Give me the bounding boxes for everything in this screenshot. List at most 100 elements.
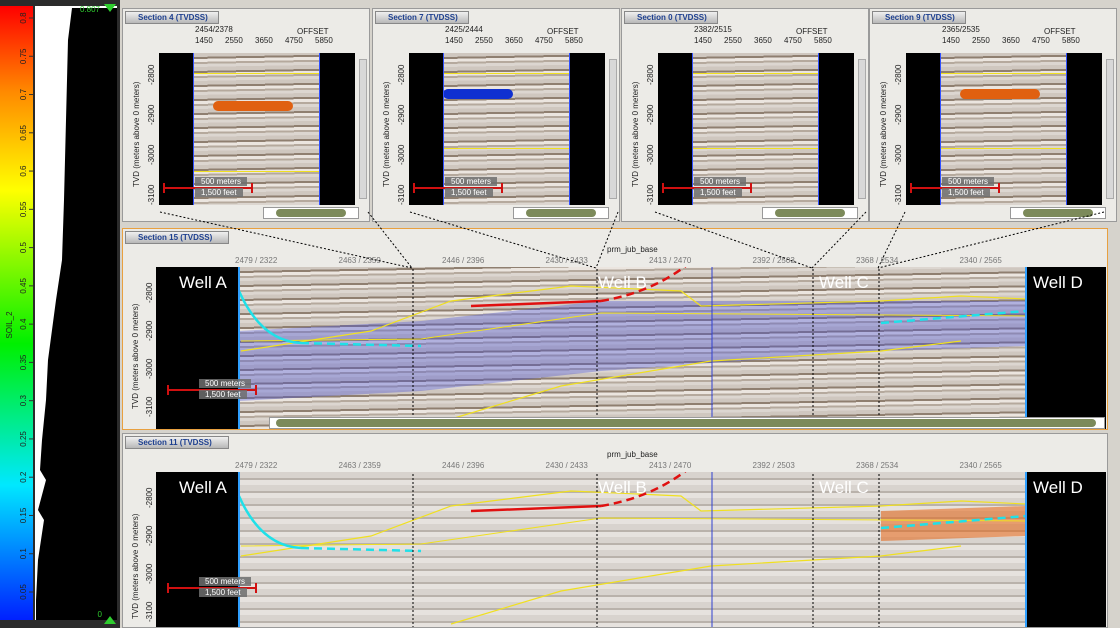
vertical-slider[interactable] [858, 59, 866, 199]
trace-label: 2425/2444 [445, 25, 483, 34]
horizon-label: prm_jub_base [607, 450, 658, 459]
colorbar-axis-label: SOIL_2 [5, 311, 14, 339]
well-path [880, 514, 1027, 530]
anomaly [443, 89, 513, 99]
colorbar-tick-label: 0.8 [19, 12, 28, 24]
well-path [600, 472, 687, 508]
well-path [600, 267, 687, 303]
trace-label: 2413 / 2470 [649, 256, 692, 265]
depth-tick-label: -3100 [646, 184, 655, 205]
scale-bar-tick [251, 183, 253, 193]
colorbar-tick-label: 0.7 [19, 88, 28, 100]
vertical-slider[interactable] [359, 59, 367, 199]
anomaly [213, 101, 293, 111]
offset-tick-label: 3650 [754, 36, 772, 45]
horizon-overlay [237, 267, 1027, 429]
offset-tick-label: 1450 [694, 36, 712, 45]
offset-label: OFFSET [1044, 27, 1076, 36]
colorbar-tick-label: 0.1 [19, 548, 28, 560]
section-panel: Section 11 (TVDSS) prm_jub_base 2479 / 232… [122, 433, 1108, 628]
scale-bar-tick [501, 183, 503, 193]
colorbar-tick-label: 0.75 [19, 48, 28, 64]
trace-label: 2413 / 2470 [649, 461, 692, 470]
depth-tick-label: -2800 [147, 64, 156, 85]
scale-meters: 500 meters [199, 379, 252, 388]
vertical-slider[interactable] [609, 59, 617, 199]
colorbar-tick-label: 0.05 [19, 584, 28, 600]
offset-tick-label: 1450 [445, 36, 463, 45]
seismic-frame [906, 53, 1102, 205]
well-path [470, 504, 602, 513]
depth-tick-label: -2900 [397, 104, 406, 125]
offset-tick-label: 5850 [814, 36, 832, 45]
colorbar-tick-label: 0.65 [19, 124, 28, 140]
depth-tick-label: -2900 [646, 104, 655, 125]
scale-feet: 1,500 feet [694, 188, 742, 197]
colorbar-panel: 0.8 0.75 0.7 0.65 0.6 0.55 0.5 0.45 0.4 0.35 0.3 0.… [0, 0, 120, 628]
axis-line [443, 53, 444, 205]
seismic-frame [159, 53, 355, 205]
scrollbar[interactable] [269, 417, 1105, 429]
trace-label: 2365/2535 [942, 25, 980, 34]
depth-axis-label: TVD (meters above 0 meters) [131, 513, 140, 619]
scale-feet: 1,500 feet [199, 588, 247, 597]
colorbar-tick-label: 0.45 [19, 278, 28, 294]
panel-tab: Section 11 (TVDSS) [125, 436, 229, 449]
offset-tick-label: 5850 [1062, 36, 1080, 45]
axis-line [193, 53, 194, 205]
scrollbar[interactable] [1010, 207, 1106, 219]
scale-bar-tick [750, 183, 752, 193]
trace-label: 2382/2515 [694, 25, 732, 34]
scale-feet: 1,500 feet [195, 188, 243, 197]
depth-tick-label: -3000 [646, 144, 655, 165]
vertical-slider[interactable] [1106, 59, 1114, 199]
panel-tab: Section 15 (TVDSS) [125, 231, 229, 244]
scale-bar-tick [413, 183, 415, 193]
depth-axis-label: TVD (meters above 0 meters) [631, 81, 640, 187]
section-panel: Section 0 (TVDSS) 2382/2515 OFFSET 1450 2550… [621, 8, 869, 222]
well-path [300, 546, 422, 553]
depth-tick-label: -2800 [397, 64, 406, 85]
well-label: Well A [179, 478, 227, 497]
scale-bar-tick [662, 183, 664, 193]
offset-label: OFFSET [297, 27, 329, 36]
scrollbar[interactable] [762, 207, 858, 219]
histogram [36, 8, 117, 620]
horizon-label: prm_jub_base [607, 245, 658, 254]
depth-tick-label: -3100 [397, 184, 406, 205]
max-marker [104, 4, 116, 12]
trace-label: 2430 / 2433 [545, 256, 588, 265]
trace-label: 2446 / 2396 [442, 461, 485, 470]
axis-line [818, 53, 819, 205]
trace-label: 2340 / 2565 [959, 461, 1002, 470]
panel-tab: Section 7 (TVDSS) [375, 11, 469, 24]
trace-label: 2479 / 2322 [235, 461, 278, 470]
horizon [692, 148, 818, 149]
trace-label: 2392 / 2503 [752, 256, 795, 265]
depth-tick-label: -3100 [147, 184, 156, 205]
offset-tick-label: 2550 [475, 36, 493, 45]
depth-axis-label: TVD (meters above 0 meters) [131, 303, 140, 409]
offset-tick-label: 5850 [565, 36, 583, 45]
horizon [940, 73, 1066, 74]
scroll-thumb [775, 209, 845, 217]
scrollbar[interactable] [263, 207, 359, 219]
section-panel: Section 4 (TVDSS) 2454/2378 OFFSET 1450 2550… [122, 8, 370, 222]
scale-bar-tick [167, 385, 169, 395]
horizon [692, 73, 818, 74]
panel-tab: Section 4 (TVDSS) [125, 11, 219, 24]
colorbar-tick-label: 0.4 [19, 318, 28, 330]
scrollbar[interactable] [513, 207, 609, 219]
scale-bar-tick [910, 183, 912, 193]
depth-tick-label: -3000 [147, 144, 156, 165]
depth-axis-label: TVD (meters above 0 meters) [879, 81, 888, 187]
depth-tick-label: -2900 [147, 104, 156, 125]
scale-bar-tick [167, 583, 169, 593]
offset-label: OFFSET [547, 27, 579, 36]
depth-tick-label: -2900 [145, 320, 154, 341]
depth-tick-label: -3000 [397, 144, 406, 165]
depth-tick-label: -3100 [894, 184, 903, 205]
colorbar-tick-label: 0.25 [19, 431, 28, 447]
depth-axis-label: TVD (meters above 0 meters) [132, 81, 141, 187]
